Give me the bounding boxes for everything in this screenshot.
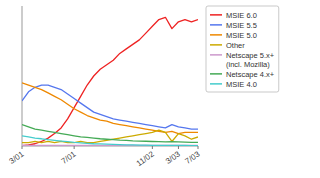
x-tick-label: 7/03 bbox=[184, 149, 202, 166]
x-tick-label: 7/01 bbox=[60, 149, 78, 166]
legend-swatch bbox=[210, 44, 222, 46]
lines bbox=[22, 17, 198, 145]
legend-label: Netscape 5.x+(incl. Mozilla) bbox=[226, 51, 275, 69]
series-line bbox=[22, 130, 198, 142]
series-line bbox=[22, 83, 198, 134]
legend-swatch bbox=[210, 34, 222, 36]
legend-label: MSIE 5.0 bbox=[226, 31, 257, 40]
legend-label: Other bbox=[226, 41, 245, 50]
legend-frame bbox=[206, 6, 279, 92]
legend-swatch bbox=[210, 14, 222, 16]
x-tick bbox=[152, 146, 153, 149]
x-tick bbox=[178, 146, 179, 149]
x-tick bbox=[74, 146, 75, 149]
x-ticks: 3/01 7/01 11/02 3/037/03 bbox=[8, 146, 202, 168]
legend-label: Netscape 4.x+ bbox=[226, 70, 275, 79]
series-line bbox=[22, 136, 198, 146]
x-tick-label: 3/03 bbox=[164, 149, 182, 166]
legend-swatch bbox=[210, 73, 222, 75]
legend-swatch bbox=[210, 83, 222, 85]
legend-label: MSIE 5.5 bbox=[226, 21, 257, 30]
legend-label: MSIE 4.0 bbox=[226, 80, 257, 89]
x-tick-label: 3/01 bbox=[8, 149, 26, 166]
chart: 3/017/0111/023/037/03MSIE 6.0MSIE 5.5MSI… bbox=[0, 0, 320, 178]
legend-swatch bbox=[210, 54, 222, 56]
legend-label: MSIE 6.0 bbox=[226, 11, 257, 20]
x-tick-label: 11/02 bbox=[135, 149, 157, 168]
legend: MSIE 6.0MSIE 5.5MSIE 5.0OtherNetscape 5.… bbox=[206, 6, 279, 92]
x-tick bbox=[22, 146, 23, 149]
series-line bbox=[22, 17, 198, 145]
x-tick bbox=[198, 146, 199, 149]
legend-swatch bbox=[210, 24, 222, 26]
